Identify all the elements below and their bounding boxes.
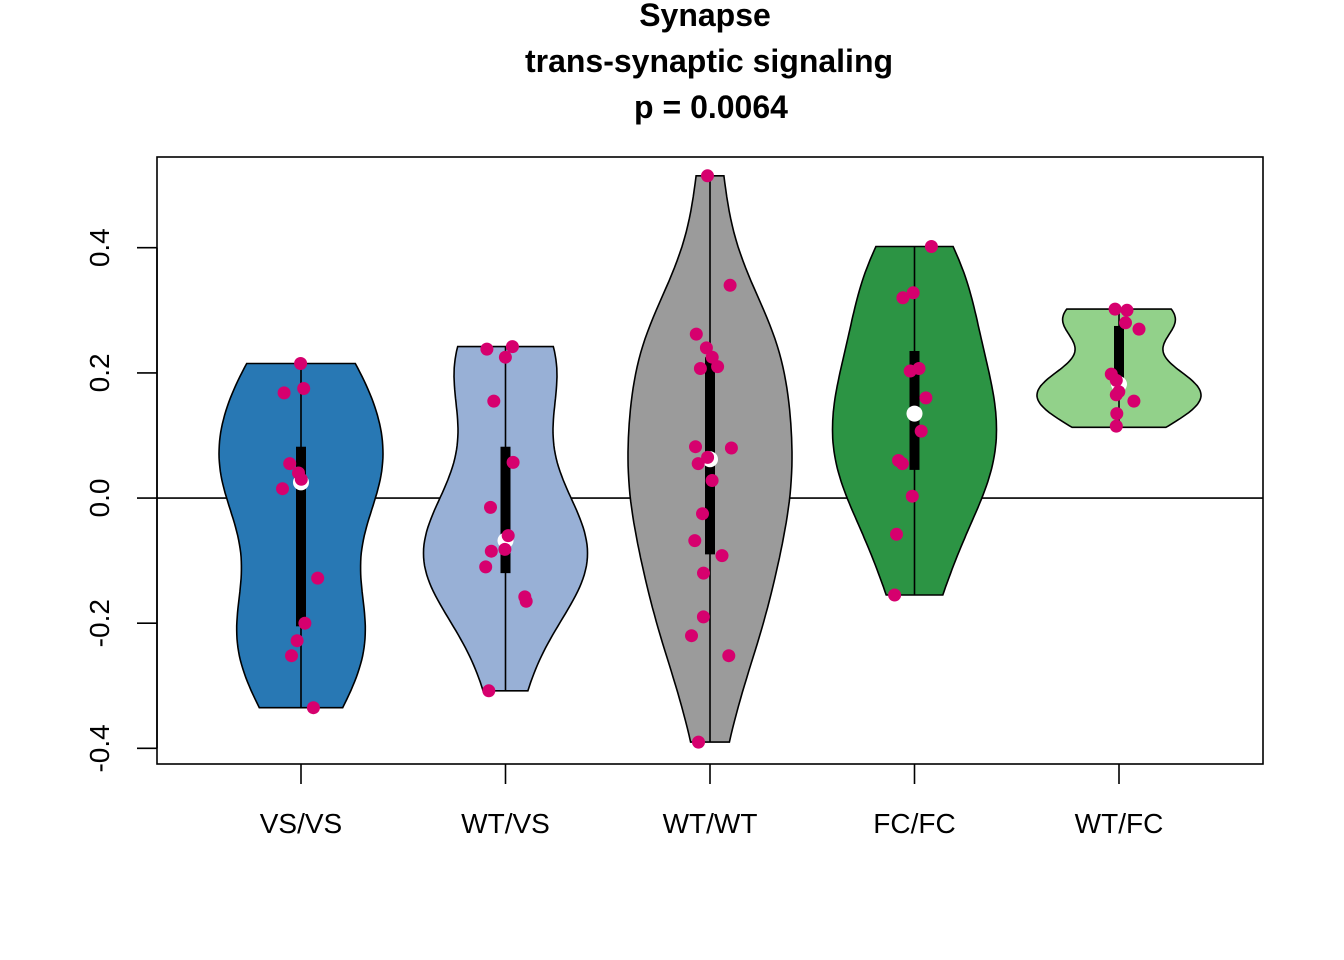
title-line-2: trans-synaptic signaling (525, 43, 893, 79)
chart-title: Synapse trans-synaptic signaling p = 0.0… (525, 0, 893, 125)
data-point (701, 169, 714, 183)
data-point (697, 566, 710, 580)
data-point (705, 350, 719, 364)
x-tick-label: WT/FC (1075, 808, 1164, 839)
data-point (277, 386, 291, 400)
x-tick-label: VS/VS (260, 808, 342, 839)
data-point (1109, 373, 1123, 387)
data-point (693, 362, 707, 375)
data-point (689, 440, 702, 454)
data-point (888, 588, 902, 602)
data-point (691, 457, 705, 471)
x-tick-label: FC/FC (873, 808, 955, 839)
data-point (724, 441, 738, 455)
data-point (906, 286, 920, 300)
data-point (890, 527, 903, 541)
data-point (696, 507, 709, 521)
data-point (276, 482, 289, 496)
y-tick-label: -0.4 (84, 724, 115, 772)
y-axis: -0.4 -0.2 0.0 0.2 0.4 (84, 228, 158, 773)
data-point (896, 291, 910, 305)
data-point (1127, 394, 1141, 408)
data-point (1132, 322, 1146, 336)
data-point (479, 560, 493, 574)
data-point (919, 391, 933, 405)
data-point (501, 529, 515, 543)
data-point (723, 278, 737, 292)
data-point (297, 382, 311, 395)
data-point (689, 327, 703, 341)
data-point (1109, 419, 1123, 433)
data-point (715, 549, 729, 563)
data-point (705, 474, 719, 487)
x-axis: VS/VS WT/VS WT/WT FC/FC WT/FC (260, 764, 1164, 839)
data-point (1110, 407, 1124, 421)
data-point (1119, 316, 1132, 330)
data-point (924, 240, 938, 253)
data-point (895, 457, 909, 471)
data-point (1120, 303, 1134, 317)
data-point (311, 571, 325, 585)
title-line-3: p = 0.0064 (634, 89, 788, 125)
violin-group-vs-vs (218, 357, 384, 715)
violin-layer (218, 169, 1202, 749)
data-point (294, 357, 308, 370)
data-point (306, 701, 320, 715)
data-point (519, 594, 533, 608)
data-point (688, 534, 702, 548)
data-point (1109, 388, 1123, 402)
violin-median-point (906, 405, 923, 422)
data-point (506, 455, 520, 469)
data-point (711, 360, 725, 374)
y-tick-label: 0.4 (84, 228, 115, 267)
data-point (914, 424, 928, 438)
x-tick-label: WT/WT (663, 808, 758, 839)
violin-group-wt-fc (1036, 302, 1202, 433)
data-point (298, 616, 312, 630)
y-tick-label: 0.0 (84, 479, 115, 518)
data-point (480, 342, 494, 356)
data-point (701, 450, 715, 464)
data-point (722, 649, 736, 663)
data-point (903, 364, 917, 378)
data-point (484, 500, 497, 514)
x-tick-label: WT/VS (461, 808, 550, 839)
data-point (285, 649, 298, 663)
data-point (685, 629, 698, 643)
violin-group-wt-wt (627, 169, 793, 749)
data-point (498, 542, 512, 556)
data-point (505, 340, 519, 354)
violin-group-fc-fc (831, 240, 998, 602)
data-point (283, 457, 297, 471)
violin-iqr-box (1114, 325, 1124, 395)
data-point (487, 394, 501, 408)
data-point (905, 489, 919, 503)
data-point (498, 350, 512, 364)
title-line-1: Synapse (639, 0, 771, 33)
data-point (484, 544, 498, 558)
data-point (482, 684, 496, 698)
violin-group-wt-vs (422, 340, 589, 698)
data-point (699, 341, 713, 355)
data-point (1108, 302, 1122, 316)
violin-iqr-box (296, 446, 306, 627)
data-point (294, 472, 308, 486)
violin-iqr-box (500, 446, 511, 574)
data-point (692, 735, 705, 749)
data-point (696, 610, 710, 624)
y-tick-label: -0.2 (84, 599, 115, 647)
data-point (290, 634, 304, 648)
y-tick-label: 0.2 (84, 353, 115, 392)
